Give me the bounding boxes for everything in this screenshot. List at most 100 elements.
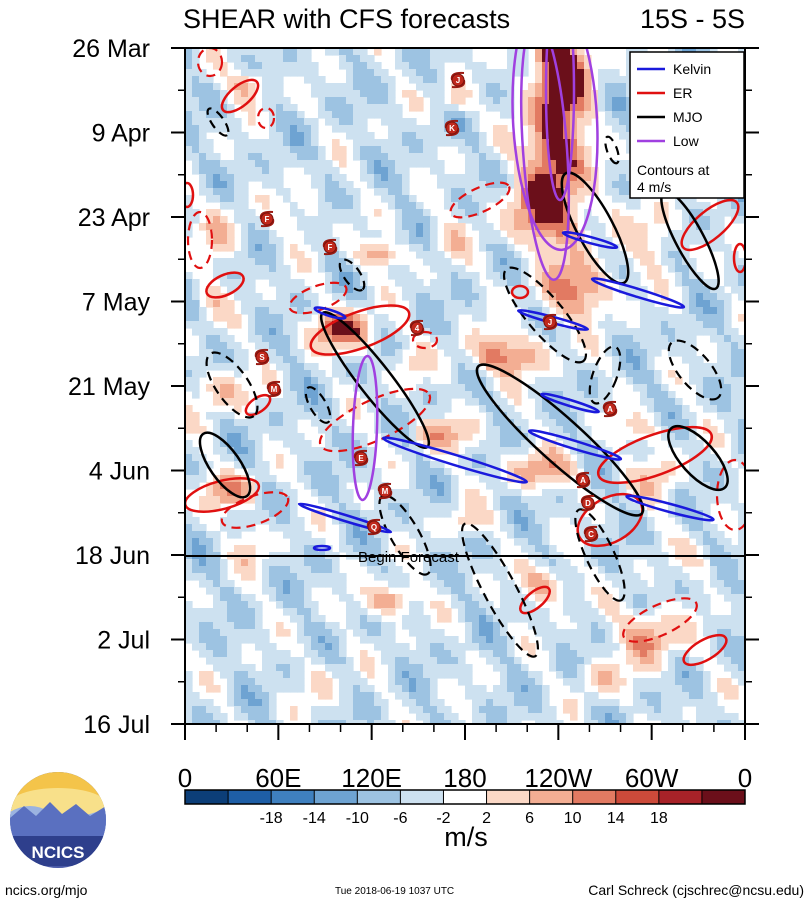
er-contour-negative: [288, 281, 348, 315]
colorbar-swatch: [228, 790, 272, 804]
storm-marker: C: [583, 525, 599, 543]
er-contour-negative: [220, 491, 290, 529]
region-label: 15S - 5S: [640, 4, 745, 34]
y-tick-label: 16 Jul: [83, 711, 150, 739]
er-contour-negative: [622, 597, 698, 643]
kelvin-contour: [382, 436, 528, 484]
low-contour: [544, 48, 576, 202]
storm-marker: A: [575, 471, 591, 489]
x-tick-label: 0: [178, 763, 192, 793]
begin-forecast-label: Begin Forecast: [358, 549, 460, 566]
colorbar-tick-label: 6: [525, 810, 534, 827]
kelvin-contour: [625, 494, 715, 522]
mjo-contour-negative: [304, 386, 332, 424]
logo-text: NCICS: [32, 843, 85, 862]
er-contour-negative: [449, 181, 511, 219]
mjo-contour-negative: [206, 107, 230, 137]
mjo-contour: [667, 424, 729, 492]
er-contour: [680, 198, 740, 252]
er-contour: [732, 242, 745, 274]
colorbar-tick-label: -10: [346, 810, 369, 827]
footer-author: Carl Schreck (cjschrec@ncsu.edu): [588, 882, 804, 898]
low-contour: [511, 48, 599, 252]
storm-marker: J: [542, 313, 558, 331]
colorbar-swatch: [486, 790, 531, 804]
colorbar-swatch: [443, 790, 488, 804]
y-tick-label: 9 Apr: [92, 120, 150, 148]
mjo-contour-negative: [588, 345, 622, 405]
footer-timestamp: Tue 2018-06-19 1037 UTC: [335, 886, 455, 897]
storm-marker: M: [266, 380, 282, 398]
low-contour: [351, 354, 379, 502]
y-tick-label: 2 Jul: [97, 627, 150, 655]
colorbar-swatch: [185, 790, 229, 804]
chart-title: SHEAR with CFS forecasts: [183, 4, 510, 34]
legend-label: MJO: [673, 109, 703, 125]
colorbar-swatch: [357, 790, 401, 804]
er-contour-negative: [186, 210, 214, 270]
mjo-contour-negative: [574, 508, 626, 602]
colorbar-swatch: [658, 790, 703, 804]
kelvin-contour: [312, 544, 332, 552]
colorbar: -18 -14 -10 -6 -2 2 6 10 14 18: [184, 789, 746, 827]
kelvin-contour: [313, 306, 347, 320]
storm-marker: D: [580, 494, 596, 512]
mjo-contour-negative: [604, 135, 620, 165]
legend: Kelvin ER MJO Low Contours at 4 m/s: [629, 51, 745, 199]
colorbar-swatch: [314, 790, 358, 804]
colorbar-tick-label: 14: [607, 810, 625, 827]
x-tick-label: 180: [443, 763, 486, 793]
er-contour: [596, 425, 714, 485]
x-tick-label: 120E: [341, 763, 402, 793]
legend-label: Low: [673, 133, 700, 149]
colorbar-tick-label: -14: [303, 810, 326, 827]
er-contour-negative: [411, 330, 439, 350]
y-tick-label: 4 Jun: [89, 458, 150, 486]
y-tick-label: 26 Mar: [72, 35, 150, 63]
mjo-contour-negative: [502, 266, 588, 364]
mjo-contour: [475, 363, 645, 517]
storm-marker: M: [377, 482, 393, 500]
er-contour-negative: [715, 458, 745, 532]
colorbar-tick-label: 18: [650, 810, 668, 827]
legend-note-line-1: Contours at: [637, 162, 709, 178]
er-contour: [220, 78, 260, 114]
footer-url[interactable]: ncics.org/mjo: [5, 882, 88, 898]
colorbar-units: m/s: [444, 822, 488, 852]
er-contour: [682, 633, 728, 667]
colorbar-swatch: [400, 790, 444, 804]
storm-marker: K: [444, 119, 460, 137]
legend-note-line-2: 4 m/s: [637, 179, 671, 195]
legend-label: Kelvin: [673, 61, 711, 77]
storm-marker: F: [322, 238, 338, 256]
colorbar-swatch: [615, 790, 660, 804]
x-tick-label: 60E: [255, 763, 301, 793]
colorbar-swatch: [271, 790, 315, 804]
mjo-contour-negative: [667, 339, 723, 401]
mjo-contour: [198, 431, 252, 499]
colorbar-tick-label: -2: [436, 810, 450, 827]
y-tick-label: 23 Apr: [78, 204, 150, 232]
storm-marker: J: [450, 71, 466, 89]
ncics-logo: NCICS: [10, 772, 106, 868]
colorbar-swatch: [529, 790, 574, 804]
er-contour-negative: [256, 106, 276, 130]
legend-label: ER: [673, 85, 692, 101]
kelvin-contour: [590, 277, 686, 309]
colorbar-tick-label: -18: [260, 810, 283, 827]
x-tick-label: 120W: [524, 763, 592, 793]
storm-marker: Q: [366, 518, 382, 536]
x-axis: 0 60E 120E 180 120W 60W 0: [178, 724, 752, 793]
low-contour: [520, 48, 570, 281]
colorbar-tick-label: -6: [393, 810, 407, 827]
er-contour: [519, 585, 551, 615]
er-contour-negative: [196, 48, 224, 78]
y-tick-label: 18 Jun: [75, 542, 150, 570]
storm-marker: 4: [409, 319, 425, 337]
colorbar-swatch: [701, 790, 746, 804]
er-contour: [510, 284, 530, 300]
y-tick-label: 21 May: [68, 373, 150, 401]
colorbar-tick-label: 10: [564, 810, 582, 827]
